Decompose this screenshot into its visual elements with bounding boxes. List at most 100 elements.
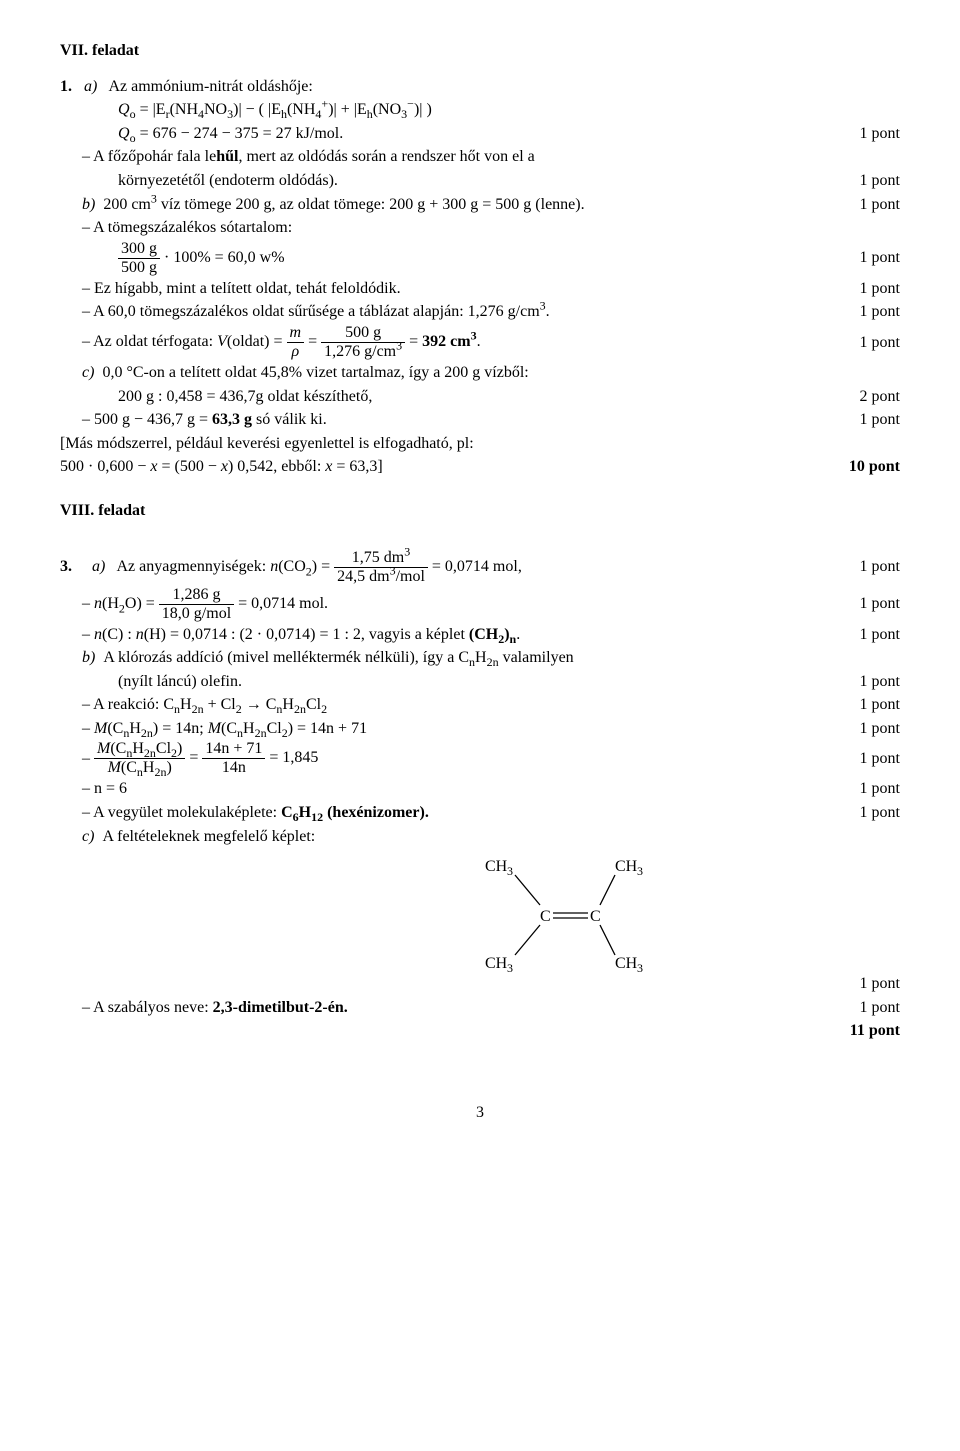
t8-line1: 3. a) Az anyagmennyiségek: n(CO2) = 1,75… — [60, 550, 900, 585]
t7-line4c: , mert az oldódás során a rendszer hőt v… — [238, 148, 534, 165]
t8-line6c: + Cl — [204, 696, 236, 713]
t7-line7: A tömegszázalékos sótartalom: — [60, 217, 900, 239]
svg-text:CH: CH — [485, 955, 508, 972]
t7-pt6: 1 pont — [840, 301, 900, 323]
t8-line1-rest: = 0,0714 mol, — [428, 558, 522, 575]
t8-line1-n: n — [270, 558, 278, 575]
t7-eq1-q: Q — [118, 101, 130, 118]
t7-pt2: 1 pont — [840, 170, 900, 192]
t7-frac1-rest: · 100% = 60,0 w% — [160, 249, 285, 266]
t8-line7c: H — [129, 720, 141, 737]
t7-pt3: 1 pont — [840, 194, 900, 216]
t7-line5-text: környezetétől (endoterm oldódás). — [60, 170, 840, 192]
t8-frac4-den: 14n — [202, 759, 265, 776]
task-8: VIII. feladat 3. a) Az anyagmennyiségek:… — [60, 500, 900, 1042]
t7-eq1-j: )| ) — [414, 101, 432, 118]
t8-line4a: A klórozás addíció (mivel melléktermék n… — [103, 649, 469, 666]
svg-text:3: 3 — [637, 864, 643, 878]
t8-line4: b) A klórozás addíció (mivel melléktermé… — [60, 647, 900, 669]
t8-line6e: H — [282, 696, 294, 713]
t8-line4b: H — [475, 649, 487, 666]
t8-line2-n: n — [94, 595, 102, 612]
t7-eq2-rest: = 676 − 274 − 375 = 27 kJ/mol. — [136, 125, 344, 142]
task-8-heading: VIII. feladat — [60, 500, 900, 522]
t8-frac3-num: M(CnH2nCl2) — [94, 741, 185, 759]
t8-line2-b: O) = — [125, 595, 159, 612]
t8-line8-rest: = 1,845 — [265, 750, 318, 767]
t7-frac2: 500 g 1,276 g/cm3 — [321, 325, 405, 360]
t7-eq1-h: (NO — [373, 101, 401, 118]
t8-line6f: Cl — [306, 696, 321, 713]
svg-text:C: C — [540, 908, 551, 925]
page-number: 3 — [60, 1102, 900, 1124]
t7-b-label: b) — [82, 196, 95, 213]
t8-line11: c) A feltételeknek megfelelő képlet: — [60, 826, 900, 848]
t7-line13: 200 g : 0,458 = 436,7g oldat készíthető,… — [60, 386, 900, 408]
t8-pt9: 1 pont — [840, 802, 900, 824]
t8-line5: (nyílt láncú) olefin. 1 pont — [60, 671, 900, 693]
t8-total: 11 pont — [830, 1020, 900, 1042]
t8-c-label: c) — [82, 828, 94, 845]
t8-frac2: 1,286 g 18,0 g/mol — [159, 587, 234, 622]
t7-eq1-d: )| − ( |E — [233, 101, 281, 118]
t7-line16-text: 500 · 0,600 − x = (500 − x) 0,542, ebből… — [60, 456, 829, 478]
t7-line14b: 63,3 g — [212, 411, 252, 428]
svg-text:3: 3 — [507, 961, 513, 973]
t8-line8-eq: = — [185, 750, 202, 767]
t7-eq1: Qo = |Er(NH4NO3)| − ( |Eh(NH4+)| + |Eh(N… — [60, 99, 900, 121]
svg-text:3: 3 — [637, 961, 643, 973]
t8-line6: A reakció: CnH2n + Cl2 → CnH2nCl2 1 pont — [60, 694, 900, 716]
svg-text:CH: CH — [615, 955, 638, 972]
t8-line7h: Cl — [267, 720, 282, 737]
t7-pt10: 10 pont — [829, 456, 900, 478]
t7-line4a: A főzőpohár fala le — [93, 148, 216, 165]
t7-line11c: (oldat) = — [227, 333, 287, 350]
t7-frac1-num: 300 g — [118, 241, 160, 259]
t8-pt3: 1 pont — [840, 624, 900, 646]
t7-pt9: 1 pont — [840, 409, 900, 431]
t7-frac-mr-den: ρ — [287, 343, 305, 360]
svg-text:C: C — [590, 908, 601, 925]
t8-line3: n(C) : n(H) = 0,0714 : (2 · 0,0714) = 1 … — [60, 624, 900, 646]
t8-frac2-num: 1,286 g — [159, 587, 234, 605]
t8-line3-bold: (CH2)n — [469, 626, 516, 643]
t8-line10-bold: C6H12 (hexénizomer). — [281, 804, 429, 821]
t8-line6d: → C — [242, 696, 277, 713]
task-7-heading: VII. feladat — [60, 40, 900, 62]
t8-pt2: 1 pont — [840, 593, 900, 615]
t8-line7i: ) = 14n + 71 — [288, 720, 367, 737]
t7-line14c: só válik ki. — [252, 411, 327, 428]
t7-frac-mr-num: m — [287, 325, 305, 343]
t8-line10: A vegyület molekulaképlete: C6H12 (hexén… — [60, 802, 900, 824]
t8-frac1-num: 1,75 dm3 — [334, 550, 428, 568]
t7-frac2-den: 1,276 g/cm3 — [321, 343, 405, 360]
t7-frac2-num: 500 g — [321, 325, 405, 343]
t8-line3-b: (H) = 0,0714 : (2 · 0,0714) = 1 : 2, vag… — [144, 626, 469, 643]
t8-pt10-row: 1 pont — [60, 973, 900, 995]
t7-line11f: 392 cm3 — [422, 333, 476, 350]
t8-line7g: H — [243, 720, 255, 737]
t7-line11b: V — [217, 333, 227, 350]
t7-line9-text: Ez hígabb, mint a telített oldat, tehát … — [60, 278, 840, 300]
t8-line12a: A szabályos neve: — [93, 999, 213, 1016]
t7-pt1: 1 pont — [840, 123, 900, 145]
t7-line7-text: A tömegszázalékos sótartalom: — [60, 217, 900, 239]
t7-line14: 500 g − 436,7 g = 63,3 g só válik ki. 1 … — [60, 409, 900, 431]
t8-pt1: 1 pont — [840, 556, 900, 578]
molecule-svg: CH3 CH3 CH3 CH3 C C — [460, 853, 700, 973]
t8-line12b: 2,3-dimetilbut-2-én. — [213, 999, 348, 1016]
t8-line6a: A reakció: C — [93, 696, 174, 713]
t7-frac-mr: m ρ — [287, 325, 305, 360]
t8-line12: A szabályos neve: 2,3-dimetilbut-2-én. 1… — [60, 997, 900, 1019]
t8-line2-a: (H — [102, 595, 119, 612]
t7-line10: A 60,0 tömegszázalékos oldat sűrűsége a … — [60, 301, 900, 323]
t8-pt11: 1 pont — [840, 997, 900, 1019]
t7-pt5: 1 pont — [840, 278, 900, 300]
t7-pt7: 1 pont — [840, 332, 900, 354]
t7-eq1-a: = |E — [136, 101, 166, 118]
t7-line9: Ez hígabb, mint a telített oldat, tehát … — [60, 278, 900, 300]
t8-pt10: 1 pont — [840, 973, 900, 995]
t7-b-text-a: 200 cm — [103, 196, 151, 213]
t8-line3-a: (C) : — [102, 626, 136, 643]
t8-total-row: 11 pont — [60, 1020, 900, 1042]
